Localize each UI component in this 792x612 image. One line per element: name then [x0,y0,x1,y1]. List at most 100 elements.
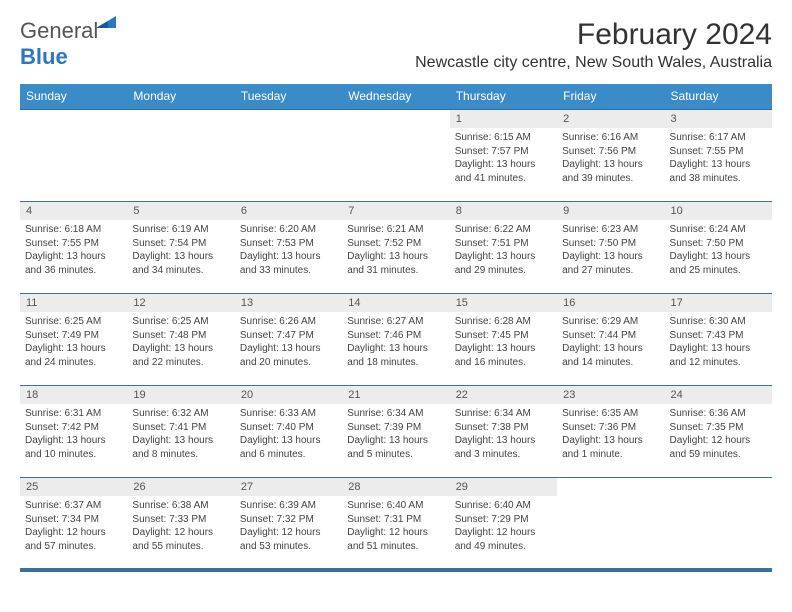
day-detail-line: and 1 minute. [562,448,659,462]
day-detail-line: and 10 minutes. [25,448,122,462]
calendar-day-cell: 14Sunrise: 6:27 AMSunset: 7:46 PMDayligh… [342,294,449,386]
day-detail-line: and 55 minutes. [132,540,229,554]
day-number: 17 [665,294,772,312]
day-detail-line: Sunrise: 6:32 AM [132,407,229,421]
calendar-day-cell: 10Sunrise: 6:24 AMSunset: 7:50 PMDayligh… [665,202,772,294]
calendar-day-cell: 18Sunrise: 6:31 AMSunset: 7:42 PMDayligh… [20,386,127,478]
day-detail-line: Sunset: 7:35 PM [670,421,767,435]
day-number: 18 [20,386,127,404]
day-number: 3 [665,110,772,128]
day-details: Sunrise: 6:24 AMSunset: 7:50 PMDaylight:… [665,220,772,280]
day-number-empty [557,478,664,496]
day-detail-line: Daylight: 13 hours [240,342,337,356]
day-detail-line: Sunset: 7:55 PM [670,145,767,159]
day-detail-line: Daylight: 13 hours [670,250,767,264]
day-detail-line: and 36 minutes. [25,264,122,278]
day-details: Sunrise: 6:15 AMSunset: 7:57 PMDaylight:… [450,128,557,188]
day-details: Sunrise: 6:32 AMSunset: 7:41 PMDaylight:… [127,404,234,464]
day-number: 26 [127,478,234,496]
logo-text-general: General [20,18,98,43]
day-detail-line: and 24 minutes. [25,356,122,370]
day-number: 22 [450,386,557,404]
day-details: Sunrise: 6:30 AMSunset: 7:43 PMDaylight:… [665,312,772,372]
day-detail-line: and 14 minutes. [562,356,659,370]
day-detail-line: Daylight: 13 hours [562,158,659,172]
day-detail-line: and 39 minutes. [562,172,659,186]
day-detail-line: Sunset: 7:45 PM [455,329,552,343]
calendar-day-cell: 9Sunrise: 6:23 AMSunset: 7:50 PMDaylight… [557,202,664,294]
day-detail-line: Sunrise: 6:15 AM [455,131,552,145]
day-number: 1 [450,110,557,128]
calendar-day-cell: 8Sunrise: 6:22 AMSunset: 7:51 PMDaylight… [450,202,557,294]
day-detail-line: Daylight: 13 hours [455,434,552,448]
day-details: Sunrise: 6:36 AMSunset: 7:35 PMDaylight:… [665,404,772,464]
day-detail-line: Daylight: 13 hours [25,434,122,448]
day-details: Sunrise: 6:25 AMSunset: 7:49 PMDaylight:… [20,312,127,372]
day-detail-line: Daylight: 13 hours [455,342,552,356]
day-detail-line: Sunset: 7:56 PM [562,145,659,159]
day-detail-line: Daylight: 12 hours [25,526,122,540]
logo-text: General Blue [20,18,118,70]
day-number: 5 [127,202,234,220]
calendar-day-cell: 15Sunrise: 6:28 AMSunset: 7:45 PMDayligh… [450,294,557,386]
day-number: 15 [450,294,557,312]
day-details: Sunrise: 6:20 AMSunset: 7:53 PMDaylight:… [235,220,342,280]
day-detail-line: Sunset: 7:34 PM [25,513,122,527]
calendar-day-cell: 23Sunrise: 6:35 AMSunset: 7:36 PMDayligh… [557,386,664,478]
day-details: Sunrise: 6:18 AMSunset: 7:55 PMDaylight:… [20,220,127,280]
day-number: 23 [557,386,664,404]
logo-text-blue: Blue [20,44,68,69]
day-details: Sunrise: 6:19 AMSunset: 7:54 PMDaylight:… [127,220,234,280]
calendar-day-cell: 6Sunrise: 6:20 AMSunset: 7:53 PMDaylight… [235,202,342,294]
day-details: Sunrise: 6:33 AMSunset: 7:40 PMDaylight:… [235,404,342,464]
logo: General Blue [20,18,118,70]
day-detail-line: Daylight: 12 hours [132,526,229,540]
day-detail-line: Sunrise: 6:37 AM [25,499,122,513]
day-detail-line: and 5 minutes. [347,448,444,462]
calendar-day-cell: 24Sunrise: 6:36 AMSunset: 7:35 PMDayligh… [665,386,772,478]
calendar-day-cell: 26Sunrise: 6:38 AMSunset: 7:33 PMDayligh… [127,478,234,570]
day-details: Sunrise: 6:21 AMSunset: 7:52 PMDaylight:… [342,220,449,280]
day-detail-line: Sunset: 7:31 PM [347,513,444,527]
day-details: Sunrise: 6:28 AMSunset: 7:45 PMDaylight:… [450,312,557,372]
day-details: Sunrise: 6:31 AMSunset: 7:42 PMDaylight:… [20,404,127,464]
calendar-day-cell: 16Sunrise: 6:29 AMSunset: 7:44 PMDayligh… [557,294,664,386]
day-number: 21 [342,386,449,404]
day-number: 7 [342,202,449,220]
day-detail-line: Sunrise: 6:34 AM [455,407,552,421]
day-details: Sunrise: 6:34 AMSunset: 7:38 PMDaylight:… [450,404,557,464]
day-detail-line: Sunset: 7:40 PM [240,421,337,435]
weekday-header: Sunday [20,84,127,110]
day-detail-line: and 3 minutes. [455,448,552,462]
calendar-day-cell: 3Sunrise: 6:17 AMSunset: 7:55 PMDaylight… [665,110,772,202]
day-detail-line: Sunrise: 6:40 AM [347,499,444,513]
day-number: 29 [450,478,557,496]
day-detail-line: and 57 minutes. [25,540,122,554]
calendar-day-cell: 25Sunrise: 6:37 AMSunset: 7:34 PMDayligh… [20,478,127,570]
day-detail-line: Daylight: 13 hours [347,250,444,264]
calendar-week-row: 4Sunrise: 6:18 AMSunset: 7:55 PMDaylight… [20,202,772,294]
day-number: 16 [557,294,664,312]
day-number: 10 [665,202,772,220]
weekday-header: Friday [557,84,664,110]
day-detail-line: and 18 minutes. [347,356,444,370]
calendar-day-cell: 1Sunrise: 6:15 AMSunset: 7:57 PMDaylight… [450,110,557,202]
day-detail-line: Sunset: 7:54 PM [132,237,229,251]
weekday-header: Saturday [665,84,772,110]
day-detail-line: and 59 minutes. [670,448,767,462]
day-detail-line: and 20 minutes. [240,356,337,370]
day-detail-line: and 38 minutes. [670,172,767,186]
day-detail-line: Daylight: 13 hours [670,342,767,356]
day-detail-line: Sunrise: 6:35 AM [562,407,659,421]
day-detail-line: Daylight: 13 hours [670,158,767,172]
day-details: Sunrise: 6:37 AMSunset: 7:34 PMDaylight:… [20,496,127,556]
title-block: February 2024 Newcastle city centre, New… [415,18,772,80]
day-detail-line: Sunrise: 6:19 AM [132,223,229,237]
day-number-empty [235,110,342,128]
day-detail-line: Daylight: 13 hours [562,342,659,356]
day-details: Sunrise: 6:26 AMSunset: 7:47 PMDaylight:… [235,312,342,372]
day-detail-line: Sunset: 7:53 PM [240,237,337,251]
calendar-day-cell: 29Sunrise: 6:40 AMSunset: 7:29 PMDayligh… [450,478,557,570]
calendar-body: 1Sunrise: 6:15 AMSunset: 7:57 PMDaylight… [20,110,772,570]
day-number: 11 [20,294,127,312]
